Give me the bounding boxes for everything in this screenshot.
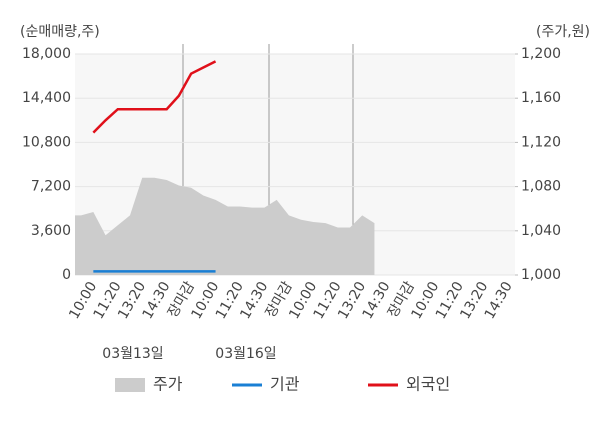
legend-label: 외국인 [406, 375, 450, 394]
y-tick-label: 14,400 [22, 90, 71, 106]
legend-label: 기관 [270, 375, 300, 394]
legend-label: 주가 [153, 375, 183, 394]
y-tick-label: 18,000 [22, 46, 71, 62]
legend-swatch [115, 378, 145, 392]
flow-line [92, 60, 217, 134]
y2-tick-label: 1,040 [521, 223, 561, 239]
y2-tick-label: 1,200 [521, 46, 561, 62]
y-axis-label: (순매매량,주) [20, 24, 100, 40]
y2-axis-label: (주가,원) [536, 24, 590, 40]
y2-tick-label: 1,120 [521, 134, 561, 150]
y2-tick-label: 1,000 [521, 267, 561, 283]
y2-tick-label: 1,080 [521, 179, 561, 195]
y-tick-label: 0 [62, 267, 71, 283]
y2-tick-label: 1,160 [521, 90, 561, 106]
y-tick-label: 7,200 [31, 179, 71, 195]
date-label: 03월16일 [215, 346, 276, 362]
price-area [75, 177, 375, 275]
date-label: 03월13일 [102, 346, 163, 362]
y-tick-label: 3,600 [31, 223, 71, 239]
y-tick-label: 10,800 [22, 134, 71, 150]
